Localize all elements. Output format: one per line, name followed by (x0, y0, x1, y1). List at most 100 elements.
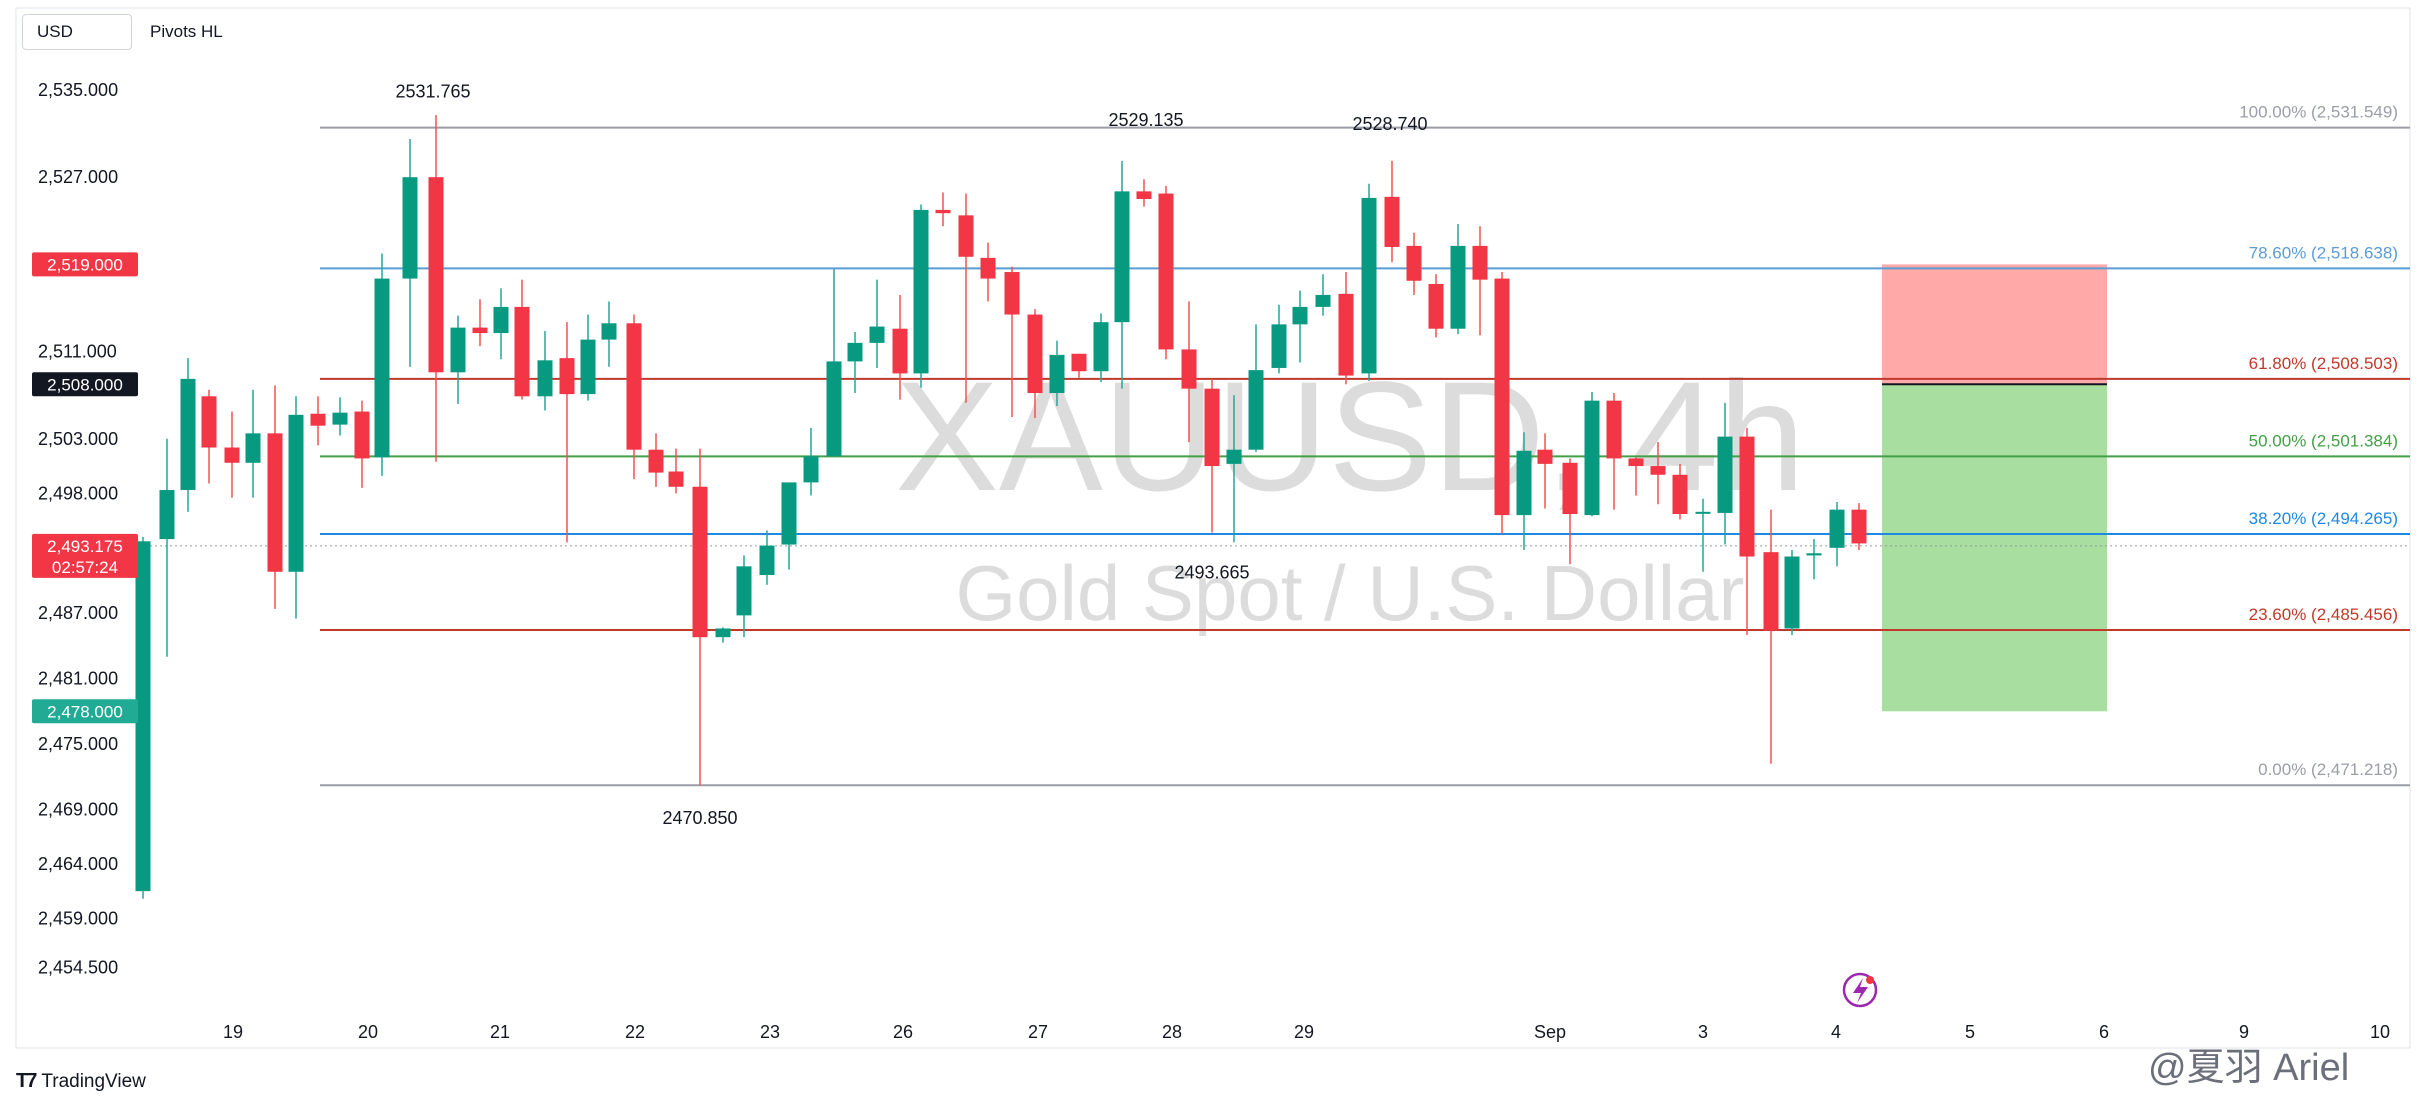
candle (1628, 457, 1644, 496)
candle (354, 400, 370, 488)
candle (980, 242, 996, 302)
time-tick-label: 9 (2239, 1022, 2249, 1042)
candle (135, 536, 151, 899)
candle (1315, 274, 1331, 316)
candle (1516, 432, 1532, 550)
candle (1027, 309, 1043, 419)
candle (1537, 433, 1553, 509)
price-tick-label: 2,475.000 (38, 734, 118, 754)
candle-body (201, 396, 217, 448)
price-tick-label: 2,464.000 (38, 854, 118, 874)
price-tick-label: 2,454.500 (38, 957, 118, 977)
candle-body (472, 327, 488, 334)
candle (1136, 179, 1152, 207)
price-axis[interactable]: 2,535.000 2,527.000 2,511.000 2,503.000 2,49… (32, 80, 138, 977)
candle (892, 294, 908, 400)
candle-body (935, 209, 951, 214)
countdown-label: 02:57:24 (52, 558, 118, 577)
candle-body (224, 447, 240, 463)
chart-frame (15, 7, 2411, 1049)
candle-body (1428, 284, 1444, 329)
fib-level-label-3: 50.00% (2,501.384) (2249, 431, 2398, 450)
candle-body (332, 412, 348, 425)
watermark: XAUUSD, 4h Gold Spot / U.S. Dollar (895, 350, 1805, 637)
price-badge[interactable] (32, 372, 138, 397)
candle (826, 268, 842, 457)
candle (1071, 353, 1087, 378)
candle (1494, 272, 1510, 534)
candle-body (692, 486, 708, 638)
candle (1739, 427, 1755, 635)
candle-body (1606, 400, 1622, 459)
candle-body (245, 433, 261, 463)
candle-body (803, 456, 819, 483)
candle (1248, 324, 1264, 452)
time-axis[interactable]: 19 20 21 22 23 26 27 28 29 Sep 3 4 5 6 9 10 (223, 1022, 2390, 1042)
tradingview-logo-icon: T7 (16, 1070, 37, 1092)
candle (958, 193, 974, 403)
candle (1361, 183, 1377, 382)
candle (935, 192, 951, 227)
price-badge[interactable] (32, 252, 138, 277)
candle (472, 299, 488, 347)
candle-body (980, 257, 996, 279)
price-tick-label: 2,503.000 (38, 429, 118, 449)
candle-body (374, 278, 390, 458)
candle-body (537, 360, 553, 397)
candle (847, 331, 863, 394)
candle (1181, 301, 1197, 443)
fibonacci-retracement[interactable]: 100.00% (2,531.549) 78.60% (2,518.638) 61.… (140, 103, 2410, 787)
candle-body (847, 342, 863, 362)
candle-body (580, 339, 596, 395)
pivot-label: 2493.665 (1174, 563, 1249, 583)
fib-level-label-5: 23.60% (2,485.456) (2249, 605, 2398, 624)
candle (668, 448, 684, 494)
candle (803, 427, 819, 496)
fib-level-label-6: 0.00% (2,471.218) (2258, 760, 2398, 779)
candle-body (180, 378, 196, 491)
candle (1049, 340, 1065, 407)
currency-selector[interactable]: USD (22, 14, 132, 50)
candle-body (1071, 353, 1087, 372)
candle (1472, 226, 1488, 336)
candle (428, 115, 444, 462)
time-tick-label: 4 (1831, 1022, 1841, 1042)
candle-body (159, 490, 175, 540)
candle-body (668, 471, 684, 487)
candle-body (1650, 466, 1666, 475)
time-tick-label: 5 (1965, 1022, 1975, 1042)
candle-body (267, 433, 283, 572)
candle (1584, 391, 1600, 517)
candle (559, 322, 575, 543)
candle-body (450, 327, 466, 373)
take-profit-zone[interactable] (1882, 384, 2107, 712)
time-tick-label: 28 (1162, 1022, 1182, 1042)
replay-icon[interactable] (1842, 972, 1878, 1008)
indicator-label[interactable]: Pivots HL (150, 22, 223, 41)
price-badge[interactable] (32, 699, 138, 724)
candle (1606, 393, 1622, 510)
pivot-label: 2470.850 (662, 808, 737, 828)
price-badge[interactable] (32, 533, 138, 578)
candle (1695, 498, 1711, 572)
candle-body (1158, 193, 1174, 350)
candle (332, 397, 348, 436)
candle-body (1829, 509, 1845, 548)
candle-body (1204, 388, 1220, 467)
candle (450, 315, 466, 404)
candle (537, 330, 553, 411)
time-tick-label: 26 (893, 1022, 913, 1042)
time-tick-label: 6 (2099, 1022, 2109, 1042)
candle (759, 530, 775, 585)
candle-body (1114, 191, 1130, 323)
stop-loss-zone[interactable] (1882, 264, 2107, 385)
candle (648, 433, 664, 487)
position-tool[interactable] (1882, 264, 2107, 712)
candle-body (1292, 306, 1308, 325)
price-badge-label: 2,478.000 (47, 702, 123, 721)
price-badge-label: 2,519.000 (47, 255, 123, 274)
tradingview-brand[interactable]: T7 TradingView (16, 1070, 146, 1093)
candle-body (958, 215, 974, 257)
candle-body (1472, 245, 1488, 280)
